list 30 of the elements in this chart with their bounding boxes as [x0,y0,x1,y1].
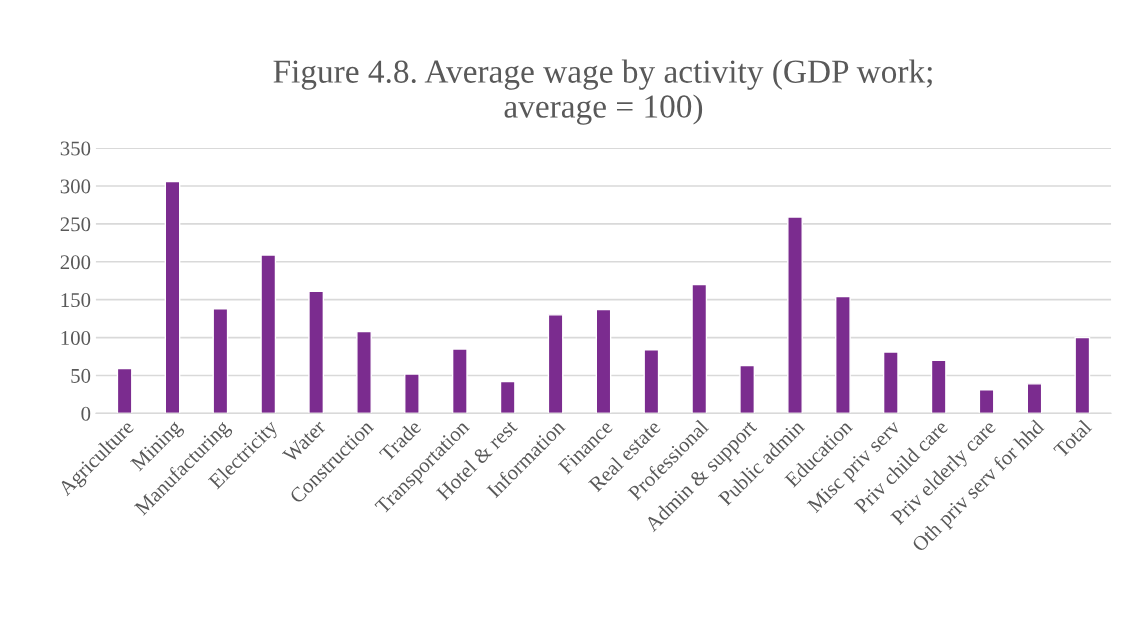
bar [787,216,803,414]
y-tick-label: 0 [81,406,91,421]
bar [978,389,995,414]
chart-title: Figure 4.8. Average wage by activity (GDP work; average = 100) [273,59,932,125]
y-tick-label: 50 [71,368,91,383]
bar [547,314,564,414]
bar [308,290,325,414]
bar [882,351,899,414]
y-tick-label: 300 [60,179,91,194]
bar [116,367,133,414]
y-tick-label: 350 [60,141,91,156]
y-tick-label: 200 [60,255,91,270]
bar [1026,383,1043,414]
y-tick-label: 100 [61,330,91,346]
bar [835,295,851,414]
bar [212,308,229,414]
y-tick-label: 250 [60,217,91,232]
y-tick-label: 150 [61,293,91,308]
bar [356,330,372,414]
bar [595,308,612,414]
bar [691,283,708,414]
bar [260,254,277,414]
bar [930,359,947,414]
bar [451,348,468,414]
bar [739,364,756,414]
bar [643,349,660,414]
bar [499,380,516,414]
bar [164,180,181,414]
bar [1074,336,1091,414]
bar [404,373,420,414]
